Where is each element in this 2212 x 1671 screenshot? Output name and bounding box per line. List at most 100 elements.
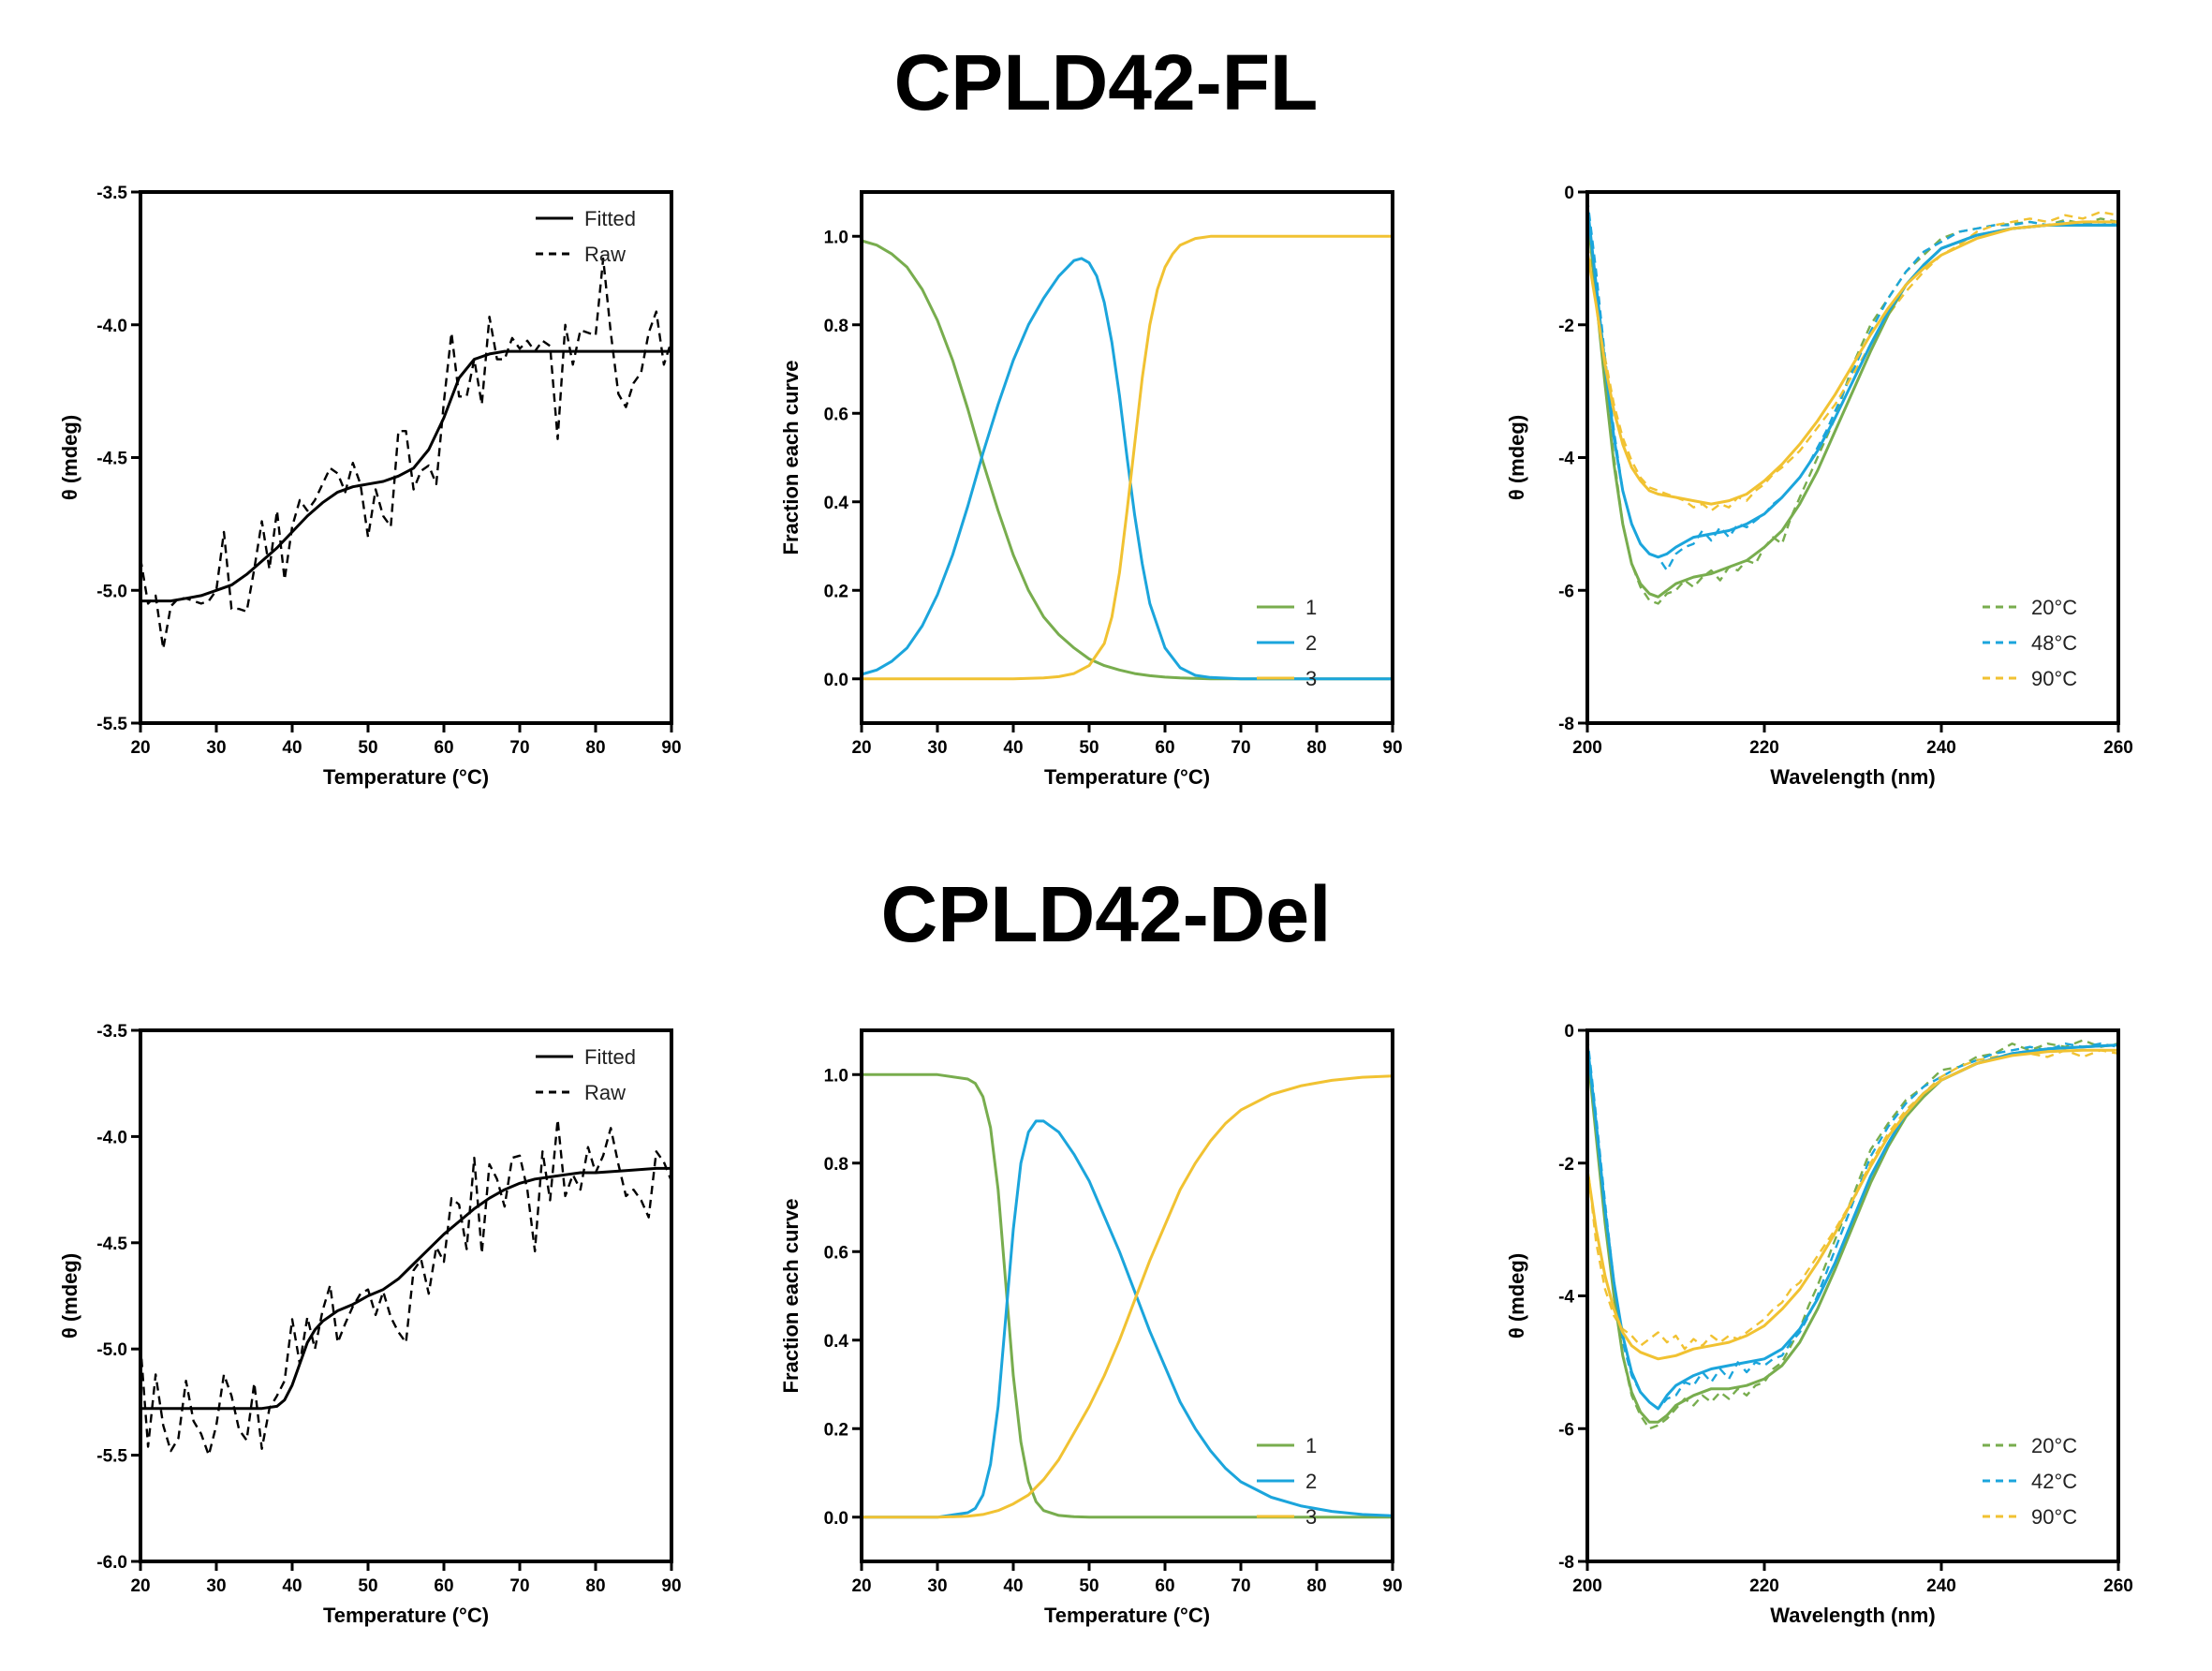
x-tick-label: 200 bbox=[1572, 738, 1602, 758]
legend-label: 42°C bbox=[2031, 1470, 2077, 1493]
legend-label: 90°C bbox=[2031, 667, 2077, 690]
y-tick-label: -4 bbox=[1558, 1288, 1574, 1308]
series-48-c-fit-line bbox=[1585, 205, 2118, 559]
series-3-line bbox=[862, 1074, 1394, 1519]
x-tick-label: 90 bbox=[1382, 738, 1402, 758]
plot-frame bbox=[860, 1028, 1394, 1563]
series-20-c-fit-line bbox=[1585, 1043, 2119, 1424]
x-axis-label: Temperature (°C) bbox=[1044, 1604, 1210, 1627]
x-axis-label: Temperature (°C) bbox=[323, 1604, 489, 1627]
legend-label: 20°C bbox=[2031, 596, 2077, 619]
series-2-line bbox=[861, 257, 1393, 681]
series-48-c-line bbox=[1585, 198, 2119, 572]
series-20-c-fit-line bbox=[1585, 212, 2118, 599]
x-tick-label: 20 bbox=[130, 1576, 150, 1596]
x-tick-label: 240 bbox=[1926, 738, 1956, 758]
y-axis-label: θ (mdeg) bbox=[1505, 415, 1528, 500]
chart-fl-spectra: 200 220 240 260 -8 -6 -4 -2 0 Wavelength (nm) θ (m… bbox=[1505, 184, 2133, 789]
y-tick-label: 0 bbox=[1564, 1022, 1574, 1042]
y-tick-label: 0.0 bbox=[824, 1509, 848, 1529]
y-tick-label: 0.0 bbox=[824, 671, 848, 690]
y-tick-label: 0.8 bbox=[824, 317, 848, 336]
y-tick-label: -2 bbox=[1558, 1155, 1574, 1175]
y-tick-label: -5.0 bbox=[96, 582, 127, 601]
y-tick-label: -3.5 bbox=[96, 184, 127, 203]
legend-label: 1 bbox=[1305, 1434, 1317, 1457]
x-tick-label: 60 bbox=[434, 1576, 453, 1596]
y-tick-label: -6 bbox=[1558, 1420, 1574, 1440]
x-tick-label: 80 bbox=[585, 1576, 605, 1596]
y-tick-label: -6 bbox=[1558, 582, 1574, 601]
y-tick-label: 1.0 bbox=[824, 1066, 848, 1086]
y-tick-label: 0.6 bbox=[824, 405, 848, 424]
chart-fl-melt: 20 30 40 50 60 70 80 90 -5.5 -5.0 -4.5 -4.0 -3.5 Temp… bbox=[58, 184, 682, 789]
legend-label: Raw bbox=[584, 243, 626, 266]
y-tick-label: 0.2 bbox=[824, 582, 848, 601]
y-tick-label: -5.5 bbox=[96, 1447, 127, 1467]
x-tick-label: 30 bbox=[927, 1576, 947, 1596]
series-1-line bbox=[862, 1072, 1393, 1519]
series-90-c-line bbox=[1585, 211, 2119, 512]
x-tick-label: 30 bbox=[927, 738, 947, 758]
x-tick-label: 40 bbox=[1003, 738, 1023, 758]
x-tick-label: 60 bbox=[1155, 738, 1174, 758]
chart-del-spectra: 200 220 240 260 -8 -6 -4 -2 0 Wavelength (nm) θ (m… bbox=[1505, 1022, 2133, 1627]
legend-label: Fitted bbox=[584, 207, 636, 230]
legend-label: 2 bbox=[1305, 631, 1317, 655]
y-tick-label: -6.0 bbox=[96, 1553, 127, 1573]
x-tick-label: 40 bbox=[1003, 1576, 1023, 1596]
series-raw-line bbox=[139, 257, 673, 650]
y-tick-label: -4.5 bbox=[96, 450, 127, 469]
x-tick-label: 50 bbox=[358, 1576, 377, 1596]
x-tick-label: 20 bbox=[130, 738, 150, 758]
y-tick-label: -3.5 bbox=[96, 1022, 127, 1042]
x-tick-label: 40 bbox=[282, 1576, 302, 1596]
x-tick-label: 60 bbox=[1155, 1576, 1174, 1596]
legend-label: 2 bbox=[1305, 1470, 1317, 1493]
y-tick-label: -4.0 bbox=[96, 1128, 127, 1147]
y-tick-label: 0.2 bbox=[824, 1420, 848, 1440]
x-tick-label: 70 bbox=[509, 1576, 529, 1596]
y-axis-label: θ (mdeg) bbox=[58, 1253, 81, 1338]
x-tick-label: 50 bbox=[1079, 1576, 1099, 1596]
series-2-line bbox=[862, 1119, 1394, 1519]
series-42-c-line bbox=[1585, 1036, 2119, 1411]
y-tick-label: -8 bbox=[1558, 715, 1574, 734]
y-axis-label: θ (mdeg) bbox=[58, 415, 81, 500]
section-title-del: CPLD42-Del bbox=[880, 870, 1332, 958]
legend-label: 3 bbox=[1305, 1505, 1317, 1529]
y-tick-label: -4 bbox=[1558, 450, 1574, 469]
y-tick-label: -5.5 bbox=[96, 715, 127, 734]
section-title-fl: CPLD42-FL bbox=[893, 38, 1319, 126]
y-axis-label: Fraction each curve bbox=[779, 361, 803, 555]
x-tick-label: 70 bbox=[1231, 1576, 1250, 1596]
legend-label: Fitted bbox=[584, 1045, 636, 1069]
x-tick-label: 20 bbox=[851, 738, 871, 758]
x-tick-label: 90 bbox=[661, 1576, 681, 1596]
series-90-c-fit-line bbox=[1585, 1048, 2118, 1361]
y-tick-label: -8 bbox=[1558, 1553, 1574, 1573]
x-tick-label: 80 bbox=[585, 738, 605, 758]
legend-label: 3 bbox=[1305, 667, 1317, 690]
plot-frame bbox=[139, 1028, 673, 1563]
x-tick-label: 90 bbox=[661, 738, 681, 758]
series-fitted-line bbox=[140, 349, 671, 603]
x-tick-label: 20 bbox=[851, 1576, 871, 1596]
plot-frame bbox=[139, 190, 673, 725]
x-tick-label: 240 bbox=[1926, 1576, 1956, 1596]
x-axis-label: Temperature (°C) bbox=[1044, 765, 1210, 789]
x-tick-label: 220 bbox=[1749, 1576, 1779, 1596]
y-tick-label: -5.0 bbox=[96, 1340, 127, 1360]
x-tick-label: 70 bbox=[509, 738, 529, 758]
x-tick-label: 220 bbox=[1749, 738, 1779, 758]
y-tick-label: 0.6 bbox=[824, 1243, 848, 1263]
plot-frame bbox=[860, 190, 1394, 725]
x-axis-label: Wavelength (nm) bbox=[1770, 765, 1935, 789]
y-tick-label: 0.4 bbox=[824, 1332, 849, 1352]
legend-label: 1 bbox=[1305, 596, 1317, 619]
y-tick-label: 0.4 bbox=[824, 494, 849, 513]
legend-label: 20°C bbox=[2031, 1434, 2077, 1457]
y-tick-label: -4.0 bbox=[96, 317, 127, 336]
y-tick-label: 0 bbox=[1564, 184, 1574, 203]
y-tick-label: 1.0 bbox=[824, 228, 848, 247]
